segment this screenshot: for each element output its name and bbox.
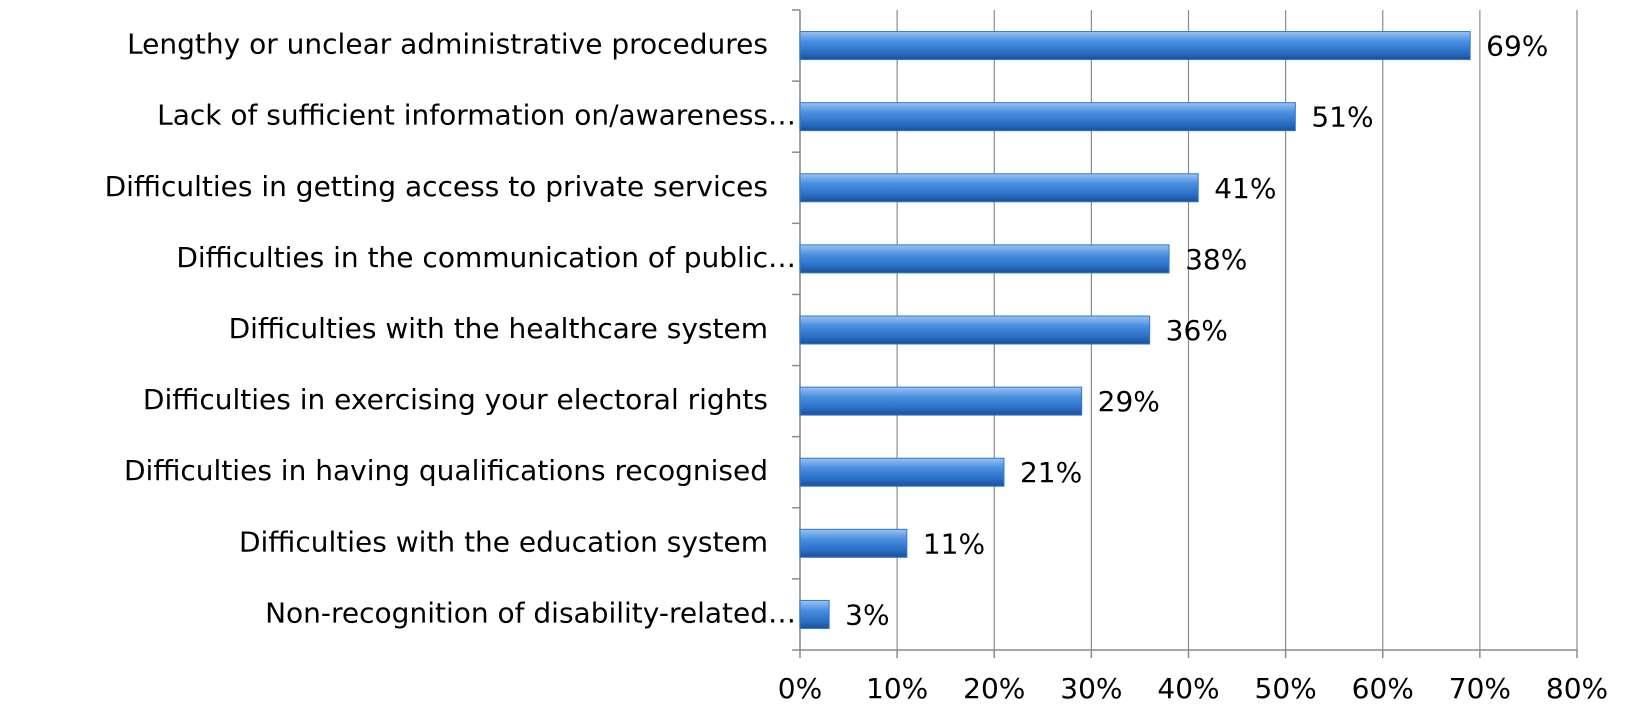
x-tick-label: 30% — [1060, 672, 1122, 705]
x-tick-label: 40% — [1157, 672, 1219, 705]
value-label: 29% — [1098, 385, 1160, 418]
x-tick-label: 70% — [1449, 672, 1511, 705]
value-label: 41% — [1214, 172, 1276, 205]
x-tick-label: 20% — [963, 672, 1025, 705]
bar — [799, 315, 1151, 345]
bar — [799, 528, 908, 558]
bar — [799, 386, 1083, 416]
value-label: 38% — [1185, 243, 1247, 276]
y-tick-label: Lengthy or unclear administrative proced… — [127, 28, 768, 61]
y-tick-label: Difficulties in getting access to privat… — [105, 170, 768, 203]
y-tick-label: Difficulties with the education system — [239, 525, 768, 558]
bar — [799, 102, 1296, 132]
bar — [799, 244, 1170, 274]
value-label: 21% — [1020, 456, 1082, 489]
bar — [799, 599, 830, 629]
bar — [799, 31, 1471, 61]
y-tick-label: Non-recognition of disability-related… — [265, 596, 796, 629]
y-tick-label: Difficulties in exercising your electora… — [143, 383, 768, 416]
bar — [799, 457, 1005, 487]
x-tick-label: 0% — [778, 672, 822, 705]
value-label: 3% — [845, 598, 889, 631]
value-label: 36% — [1166, 314, 1228, 347]
x-tick-label: 50% — [1255, 672, 1317, 705]
x-tick-label: 60% — [1352, 672, 1414, 705]
x-tick-label: 80% — [1546, 672, 1608, 705]
y-tick-label: Lack of sufficient information on/awaren… — [157, 99, 796, 132]
y-tick-label: Difficulties in having qualifications re… — [124, 454, 768, 487]
value-label: 51% — [1311, 101, 1373, 134]
y-tick-label: Difficulties in the communication of pub… — [176, 241, 796, 274]
value-label: 69% — [1486, 30, 1548, 63]
value-label: 11% — [923, 527, 985, 560]
y-tick-label: Difficulties with the healthcare system — [229, 312, 768, 345]
x-tick-label: 10% — [866, 672, 928, 705]
bar — [799, 173, 1199, 203]
